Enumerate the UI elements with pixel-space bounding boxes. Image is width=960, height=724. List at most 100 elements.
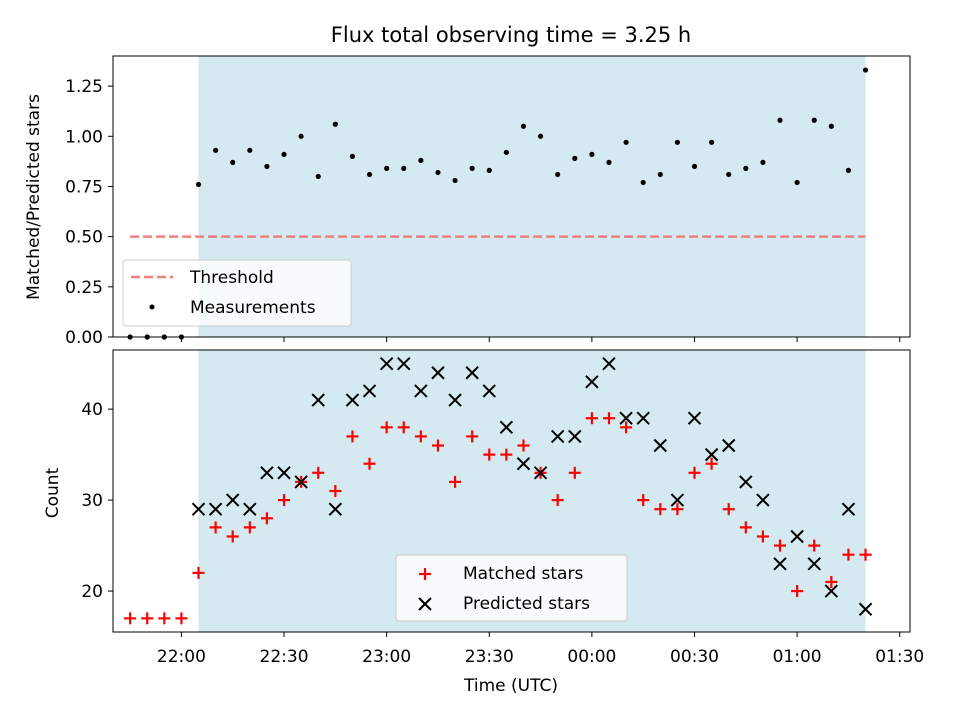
- predicted-star-point: [465, 366, 479, 380]
- x-tick-label: 23:00: [362, 647, 411, 667]
- measurement-point: [230, 159, 236, 165]
- measurement-point: [606, 159, 612, 165]
- measurement-point: [657, 171, 663, 178]
- matched-star-point: [688, 466, 701, 479]
- measurement-point: [640, 179, 646, 186]
- measurement-point: [777, 117, 783, 123]
- ratio-panel: 0.00 0.25 0.50 0.75 1.00 1.25 Flux total obse…: [24, 23, 911, 348]
- predicted-star-point: [243, 502, 257, 516]
- measurement-point: [623, 139, 629, 145]
- x-tick-label: 01:00: [773, 647, 822, 667]
- matched-star-point: [722, 503, 735, 516]
- matched-star-point: [705, 457, 718, 470]
- predicted-star-point: [790, 529, 804, 544]
- matched-star-point: [654, 503, 667, 516]
- measurement-point: [452, 177, 458, 184]
- measurement-point: [674, 139, 680, 145]
- matched-star-point: [568, 466, 581, 479]
- x-tick-label: 00:00: [567, 647, 616, 667]
- predicted-star-point: [533, 466, 548, 480]
- ratio-y-tick-label: 0.25: [65, 278, 103, 298]
- x-tick-label: 01:30: [875, 647, 924, 667]
- predicted-star-point: [482, 384, 496, 398]
- ratio-marks: [127, 67, 869, 340]
- predicted-star-point: [739, 475, 753, 489]
- ratio-axes-frame: [112, 55, 911, 338]
- count-legend: Matched stars Predicted stars: [395, 554, 628, 622]
- matched-star-point: [278, 494, 291, 507]
- predicted-star-point: [294, 475, 308, 489]
- predicted-star-point: [824, 584, 839, 598]
- predicted-star-point: [670, 493, 685, 507]
- count-y-tick-label: 20: [81, 582, 103, 602]
- matched-star-point: [397, 421, 410, 434]
- ratio-y-axis-label: Matched/Predicted stars: [24, 94, 44, 300]
- measurement-point: [469, 165, 475, 171]
- matched-star-point: [158, 612, 171, 625]
- predicted-star-point: [362, 384, 377, 398]
- matched-star-point: [329, 485, 342, 497]
- count-y-tick-label: 30: [81, 491, 103, 511]
- matched-star-point: [141, 612, 154, 625]
- measurement-point: [537, 133, 544, 139]
- matched-star-point: [756, 530, 769, 543]
- x-axis-label: Time (UTC): [463, 676, 558, 696]
- measurement-point: [828, 123, 834, 129]
- predicted-star-point: [345, 393, 360, 407]
- count-panel: 20 30 40 22:00 22:30 23:00 23:30 00:00 00:30 01:…: [43, 349, 924, 696]
- ratio-y-tick-label: 0.50: [65, 228, 103, 248]
- measurement-point: [264, 163, 270, 169]
- count-y-tick-label: 40: [81, 400, 103, 420]
- measurement-point: [589, 151, 595, 157]
- count-axes-frame: [112, 349, 911, 633]
- matched-star-point: [842, 548, 855, 561]
- predicted-star-point: [602, 356, 616, 371]
- predicted-star-point: [653, 438, 668, 453]
- predicted-star-point: [431, 366, 445, 380]
- count-y-ticks: 20 30 40: [81, 400, 113, 602]
- matched-star-point: [346, 430, 359, 443]
- measurement-point: [349, 153, 356, 159]
- matched-star-point: [637, 494, 650, 507]
- measurement-point: [572, 155, 578, 161]
- predicted-star-point: [636, 411, 650, 425]
- matched-star-point: [551, 494, 564, 507]
- count-marks: [124, 356, 873, 625]
- ratio-y-tick-label: 0.75: [65, 177, 103, 197]
- ratio-y-tick-label: 0.00: [65, 328, 103, 348]
- matched-star-point: [466, 430, 479, 443]
- matched-star-point: [260, 512, 273, 525]
- measurement-point: [811, 117, 817, 123]
- predicted-star-point: [841, 502, 856, 516]
- matched-star-point: [774, 539, 787, 552]
- predicted-star-point: [397, 356, 411, 371]
- measurement-point: [247, 147, 253, 153]
- measurement-point: [520, 123, 527, 129]
- measurement-point: [862, 67, 869, 73]
- predicted-star-point: [208, 502, 223, 516]
- matched-star-point: [175, 612, 188, 625]
- measurement-point: [709, 139, 715, 145]
- measurement-point: [401, 165, 407, 171]
- matched-star-point: [483, 448, 496, 461]
- matched-star-point: [449, 475, 462, 488]
- ratio-legend: Threshold Measurements: [122, 259, 352, 327]
- predicted-star-point: [550, 429, 565, 444]
- predicted-star-point: [722, 438, 736, 453]
- measurement-point: [794, 179, 800, 186]
- measurement-point: [195, 181, 202, 188]
- ratio-y-ticks: 0.00 0.25 0.50 0.75 1.00 1.25: [65, 77, 113, 348]
- measurements-legend-swatch: [149, 304, 155, 310]
- matched-star-point: [380, 421, 393, 434]
- predicted-star-point: [328, 502, 343, 516]
- measurement-point: [298, 133, 304, 139]
- ratio-y-tick-label: 1.00: [65, 127, 103, 147]
- matched-star-point: [859, 548, 872, 561]
- matched-star-point: [226, 530, 239, 543]
- matched-star-point: [671, 503, 684, 516]
- x-tick-label: 22:30: [260, 647, 309, 667]
- predicted-star-point: [568, 429, 582, 444]
- predicted-star-point: [585, 375, 599, 389]
- predicted-star-point: [756, 493, 770, 507]
